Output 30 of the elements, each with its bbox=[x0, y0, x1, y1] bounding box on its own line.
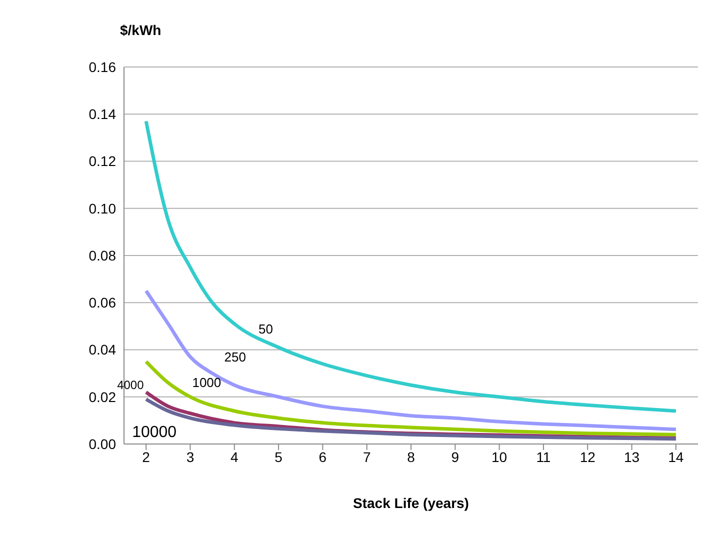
series-label: 1000 bbox=[192, 374, 222, 390]
x-tick-label: 12 bbox=[580, 448, 596, 465]
y-tick-label: 0.06 bbox=[88, 294, 116, 311]
x-tick-label: 8 bbox=[407, 448, 416, 465]
y-tick-label: 0.12 bbox=[88, 153, 116, 170]
x-tick-label: 13 bbox=[624, 448, 640, 465]
x-tick-label: 10 bbox=[492, 448, 508, 465]
x-tick-label: 14 bbox=[668, 448, 684, 465]
x-axis-title: Stack Life (years) bbox=[353, 495, 469, 511]
y-axis-title: $/kWh bbox=[120, 22, 162, 38]
y-tick-label: 0.00 bbox=[88, 436, 116, 452]
series-label: 250 bbox=[224, 349, 246, 364]
series-label: 50 bbox=[258, 321, 274, 336]
y-tick-label: 0.02 bbox=[88, 388, 116, 405]
series-label: 4000 bbox=[117, 378, 144, 392]
y-tick-label: 0.04 bbox=[88, 342, 116, 358]
y-tick-label: 0.16 bbox=[88, 58, 116, 75]
x-tick-label: 3 bbox=[186, 448, 194, 465]
x-tick-label: 2 bbox=[142, 448, 150, 465]
x-tick-label: 5 bbox=[274, 448, 283, 465]
y-tick-label: 0.08 bbox=[88, 247, 116, 264]
x-tick-label: 9 bbox=[451, 448, 460, 465]
x-tick-label: 6 bbox=[318, 448, 327, 465]
x-tick-label: 4 bbox=[230, 448, 238, 465]
y-tick-label: 0.10 bbox=[88, 200, 116, 216]
x-tick-label: 11 bbox=[536, 448, 551, 465]
y-tick-label: 0.14 bbox=[88, 106, 116, 122]
x-tick-label: 7 bbox=[362, 448, 371, 465]
line-series bbox=[144, 119, 678, 413]
series-label: 10000 bbox=[132, 424, 177, 442]
